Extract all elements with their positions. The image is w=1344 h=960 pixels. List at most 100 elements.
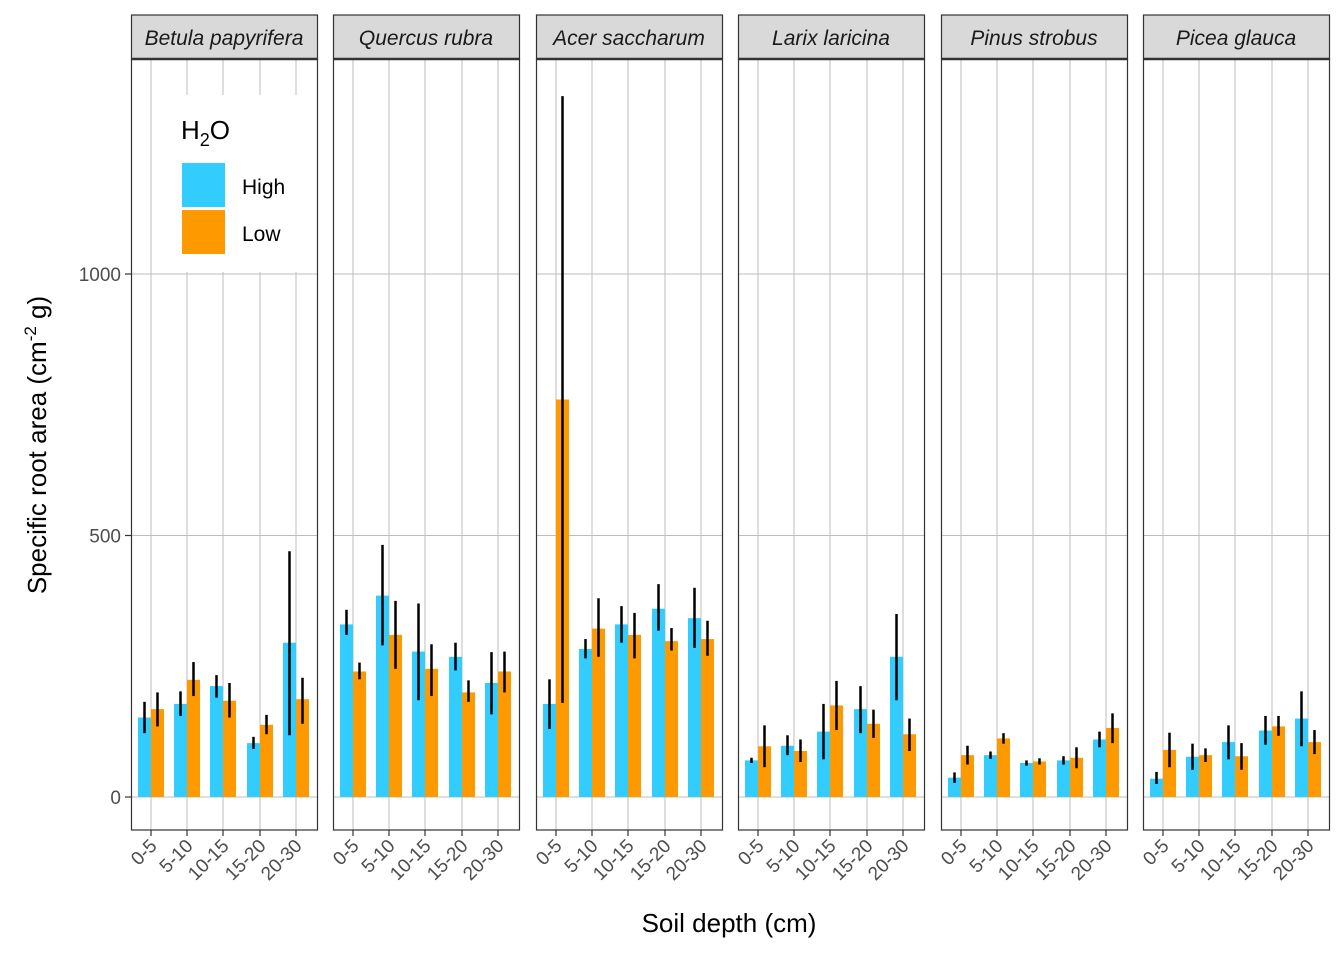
strip-label: Quercus rubra [359, 27, 493, 50]
bar-high-0-5 [543, 703, 556, 797]
x-tick-label: 0-5 [734, 836, 768, 870]
y-axis-title-main: Specific root area (cm [22, 341, 52, 594]
bar-high-10-15 [210, 686, 223, 797]
x-tick-label: 10-15 [1196, 836, 1245, 885]
bar-low-20-30 [903, 734, 916, 797]
legend-label-low: Low [242, 223, 281, 246]
strip-label: Picea glauca [1176, 27, 1296, 50]
bar-high-0-5 [745, 760, 758, 797]
bar-high-5-10 [984, 755, 997, 797]
bar-low-0-5 [151, 709, 164, 797]
legend-key-high [182, 163, 225, 207]
strip-label: Betula papyrifera [145, 27, 304, 50]
bar-high-10-15 [1222, 742, 1235, 797]
bar-low-20-30 [1106, 727, 1119, 797]
bar-low-5-10 [592, 628, 605, 797]
bar-high-0-5 [340, 624, 353, 797]
bar-high-15-20 [247, 743, 260, 797]
strip-background [940, 14, 1129, 60]
strip-background [737, 14, 926, 60]
y-tick-label: 500 [89, 527, 121, 548]
bar-low-15-20 [867, 723, 880, 797]
bar-high-5-10 [579, 648, 592, 797]
bar-high-10-15 [412, 651, 425, 797]
strip-background [332, 14, 521, 60]
x-tick-label: 15-20 [423, 836, 472, 885]
x-tick-label: 10-15 [184, 836, 233, 885]
y-tick-label: 1000 [79, 265, 121, 286]
bar-high-20-30 [688, 618, 701, 797]
bar-high-15-20 [652, 608, 665, 797]
y-tick-label: 0 [110, 788, 121, 809]
strip-background [1142, 14, 1331, 60]
x-tick-label: 20-30 [864, 836, 913, 885]
bar-high-0-5 [138, 717, 151, 797]
bar-low-10-15 [1235, 756, 1248, 797]
bar-high-5-10 [1186, 756, 1199, 797]
x-tick-label: 20-30 [459, 836, 508, 885]
bar-low-15-20 [260, 724, 273, 797]
bar-high-20-30 [1093, 739, 1106, 797]
bar-low-5-10 [389, 634, 402, 797]
bar-low-15-20 [1272, 726, 1285, 797]
x-tick-label: 15-20 [221, 836, 270, 885]
bar-high-15-20 [449, 656, 462, 797]
x-tick-label: 15-20 [828, 836, 877, 885]
bar-low-15-20 [1070, 757, 1083, 797]
x-tick-label: 0-5 [127, 836, 161, 870]
bar-low-10-15 [223, 700, 236, 797]
bar-high-15-20 [1259, 730, 1272, 797]
bar-low-0-5 [758, 746, 771, 797]
x-axis-title: Soil depth (cm) [642, 908, 817, 938]
bar-high-15-20 [1057, 760, 1070, 797]
panel-border [940, 58, 1129, 831]
strip-label: Acer saccharum [551, 27, 705, 50]
strip-background [535, 14, 724, 60]
x-tick-label: 10-15 [994, 836, 1043, 885]
x-tick-label: 20-30 [257, 836, 306, 885]
y-axis-title-tail: g) [22, 296, 52, 326]
bar-high-20-30 [1295, 718, 1308, 797]
strip-label: Pinus strobus [970, 27, 1098, 50]
bar-high-0-5 [948, 777, 961, 797]
bar-high-10-15 [1020, 763, 1033, 797]
x-tick-label: 20-30 [1269, 836, 1318, 885]
bar-low-10-15 [425, 668, 438, 797]
strip-background [130, 14, 319, 60]
x-tick-label: 0-5 [937, 836, 971, 870]
bar-low-10-15 [830, 705, 843, 797]
bar-low-10-15 [1033, 761, 1046, 797]
x-tick-label: 15-20 [626, 836, 675, 885]
x-tick-label: 0-5 [329, 836, 363, 870]
x-tick-label: 20-30 [662, 836, 711, 885]
bar-high-20-30 [485, 682, 498, 797]
legend-title-sub: 2 [200, 130, 210, 150]
bar-high-5-10 [376, 595, 389, 797]
bar-high-5-10 [781, 745, 794, 797]
x-tick-label: 10-15 [589, 836, 638, 885]
legend: H2O High Low [160, 95, 316, 272]
bar-low-5-10 [187, 679, 200, 797]
y-axis-title-sup: -2 [21, 326, 40, 341]
legend-title-main: H [181, 115, 200, 145]
bar-low-20-30 [498, 671, 511, 797]
x-tick-label: 0-5 [1139, 836, 1173, 870]
bar-high-10-15 [615, 624, 628, 797]
bar-low-20-30 [701, 639, 714, 797]
x-tick-label: 15-20 [1031, 836, 1080, 885]
x-tick-label: 10-15 [791, 836, 840, 885]
legend-label-high: High [242, 176, 285, 199]
strip-label: Larix laricina [772, 27, 890, 50]
bar-high-0-5 [1150, 778, 1163, 797]
bar-low-20-30 [296, 699, 309, 797]
bar-low-0-5 [961, 755, 974, 797]
legend-key-low [182, 210, 225, 254]
x-tick-label: 20-30 [1067, 836, 1116, 885]
bar-low-20-30 [1308, 742, 1321, 797]
bar-high-5-10 [174, 703, 187, 797]
